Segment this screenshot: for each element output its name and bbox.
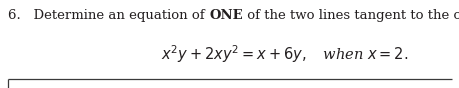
Text: of the two lines tangent to the curve: of the two lines tangent to the curve xyxy=(243,9,459,22)
Text: 6.   Determine an equation of: 6. Determine an equation of xyxy=(8,9,209,22)
Text: ONE: ONE xyxy=(209,9,243,22)
Text: $x^2y + 2xy^2 = x + 6y,$   when $x = 2.$: $x^2y + 2xy^2 = x + 6y,$ when $x = 2.$ xyxy=(161,44,408,65)
